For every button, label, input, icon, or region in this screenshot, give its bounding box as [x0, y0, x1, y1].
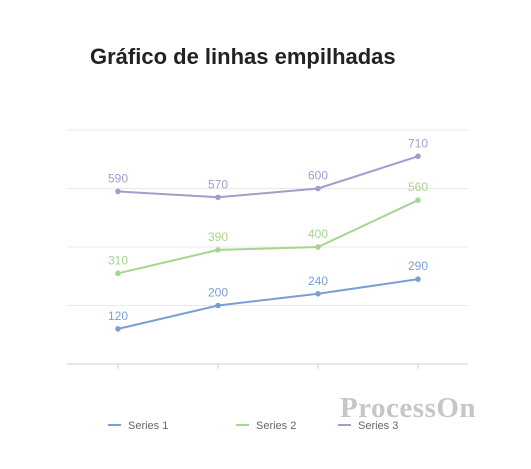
legend-label: Series 3	[358, 420, 398, 432]
data-label: 200	[208, 286, 228, 300]
data-point	[315, 185, 321, 192]
data-point	[315, 244, 321, 250]
legend-item: Series 3	[338, 420, 398, 432]
series-line	[117, 155, 419, 199]
data-label: 590	[108, 171, 128, 185]
series-1	[115, 276, 421, 332]
grid-layer	[67, 129, 468, 306]
data-point	[215, 247, 221, 253]
series-line	[117, 199, 419, 275]
data-point	[415, 276, 421, 282]
data-label: 570	[208, 177, 228, 191]
data-point	[315, 291, 321, 297]
data-point	[215, 302, 221, 309]
data-label: 120	[108, 309, 128, 323]
legend-item: Series 2	[236, 420, 296, 432]
legend-label: Series 2	[256, 420, 296, 432]
series-layer	[115, 153, 421, 332]
data-label: 600	[308, 169, 328, 183]
data-point	[115, 188, 121, 195]
data-label: 400	[308, 227, 328, 241]
data-point	[415, 197, 421, 203]
legend-item: Series 1	[108, 420, 168, 432]
series-line	[117, 278, 419, 330]
data-point	[115, 270, 121, 277]
legend: Series 1 Series 2 Series 3	[108, 420, 398, 432]
chart-title: Gráfico de linhas empilhadas	[90, 44, 396, 69]
data-label: 240	[308, 274, 328, 288]
data-labels: 120 200 240 290 310 390 400 560 590 570 600 710	[108, 136, 428, 323]
x-axis	[67, 363, 468, 369]
data-point	[415, 153, 421, 160]
data-label: 310	[108, 253, 128, 267]
processon-watermark: ProcessOn	[340, 392, 477, 424]
data-label: 290	[408, 259, 428, 273]
data-label: 390	[208, 230, 228, 244]
data-point	[115, 326, 121, 332]
data-label: 560	[408, 180, 428, 194]
series-2	[115, 197, 421, 277]
data-point	[215, 194, 221, 201]
legend-label: Series 1	[128, 420, 168, 432]
data-label: 710	[408, 136, 428, 150]
series-3	[115, 153, 421, 201]
